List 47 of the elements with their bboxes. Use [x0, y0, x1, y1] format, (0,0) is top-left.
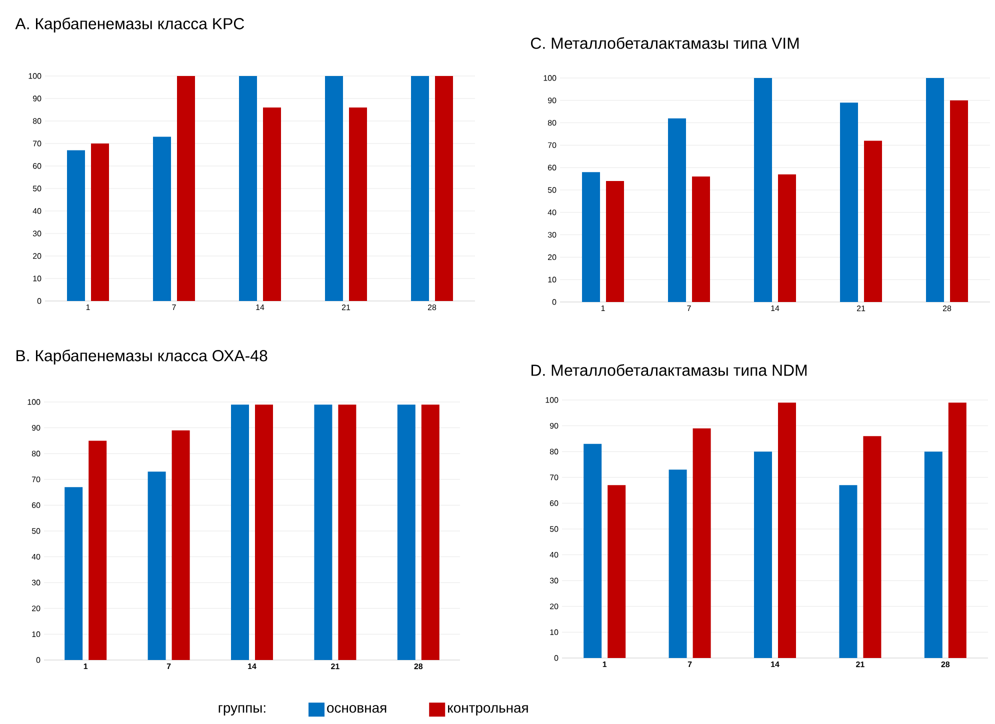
bar: [263, 107, 281, 301]
bar: [148, 472, 166, 660]
bar: [397, 404, 416, 660]
bar: [754, 452, 772, 658]
bar: [349, 107, 368, 301]
bar: [177, 76, 195, 301]
bar: [584, 444, 602, 658]
chart-title: В. Карбапенемазы класса ОХА-48: [16, 350, 268, 364]
bar: [778, 174, 796, 302]
bar: [926, 78, 944, 302]
chart-title: D. Металлобеталактамазы типа NDM: [532, 364, 807, 376]
bar: [863, 436, 882, 658]
bar: [231, 404, 249, 660]
bar: [864, 140, 882, 302]
bar: [924, 452, 942, 658]
chart-title: А. Карбапенемазы класса KPC: [15, 17, 244, 32]
bar: [153, 136, 171, 301]
bar: [668, 118, 686, 302]
bar: [67, 150, 85, 301]
bar: [435, 76, 454, 301]
legend-label: контрольная: [448, 705, 528, 716]
bar: [91, 143, 109, 301]
legend-label: основная: [327, 705, 386, 713]
bar: [338, 404, 356, 660]
bar: [64, 487, 83, 660]
legend-title: группы:: [218, 705, 266, 716]
bar: [668, 470, 687, 658]
bar: [255, 404, 273, 660]
bar: [411, 76, 430, 301]
bar: [778, 402, 796, 658]
bar: [692, 428, 711, 658]
bar: [606, 181, 624, 302]
bar: [239, 76, 257, 301]
bar: [608, 485, 626, 658]
bar: [950, 100, 968, 302]
bar: [754, 78, 772, 302]
bar: [840, 102, 858, 302]
bar: [421, 404, 440, 660]
bar: [314, 404, 332, 660]
bar: [172, 430, 190, 660]
bar: [88, 440, 107, 660]
bar: [948, 402, 966, 658]
chart-title: С. Металлобеталактамазы типа VIM: [531, 37, 799, 49]
bar: [582, 172, 600, 302]
bar: [692, 176, 710, 302]
bar: [325, 76, 344, 301]
bar: [839, 485, 858, 658]
